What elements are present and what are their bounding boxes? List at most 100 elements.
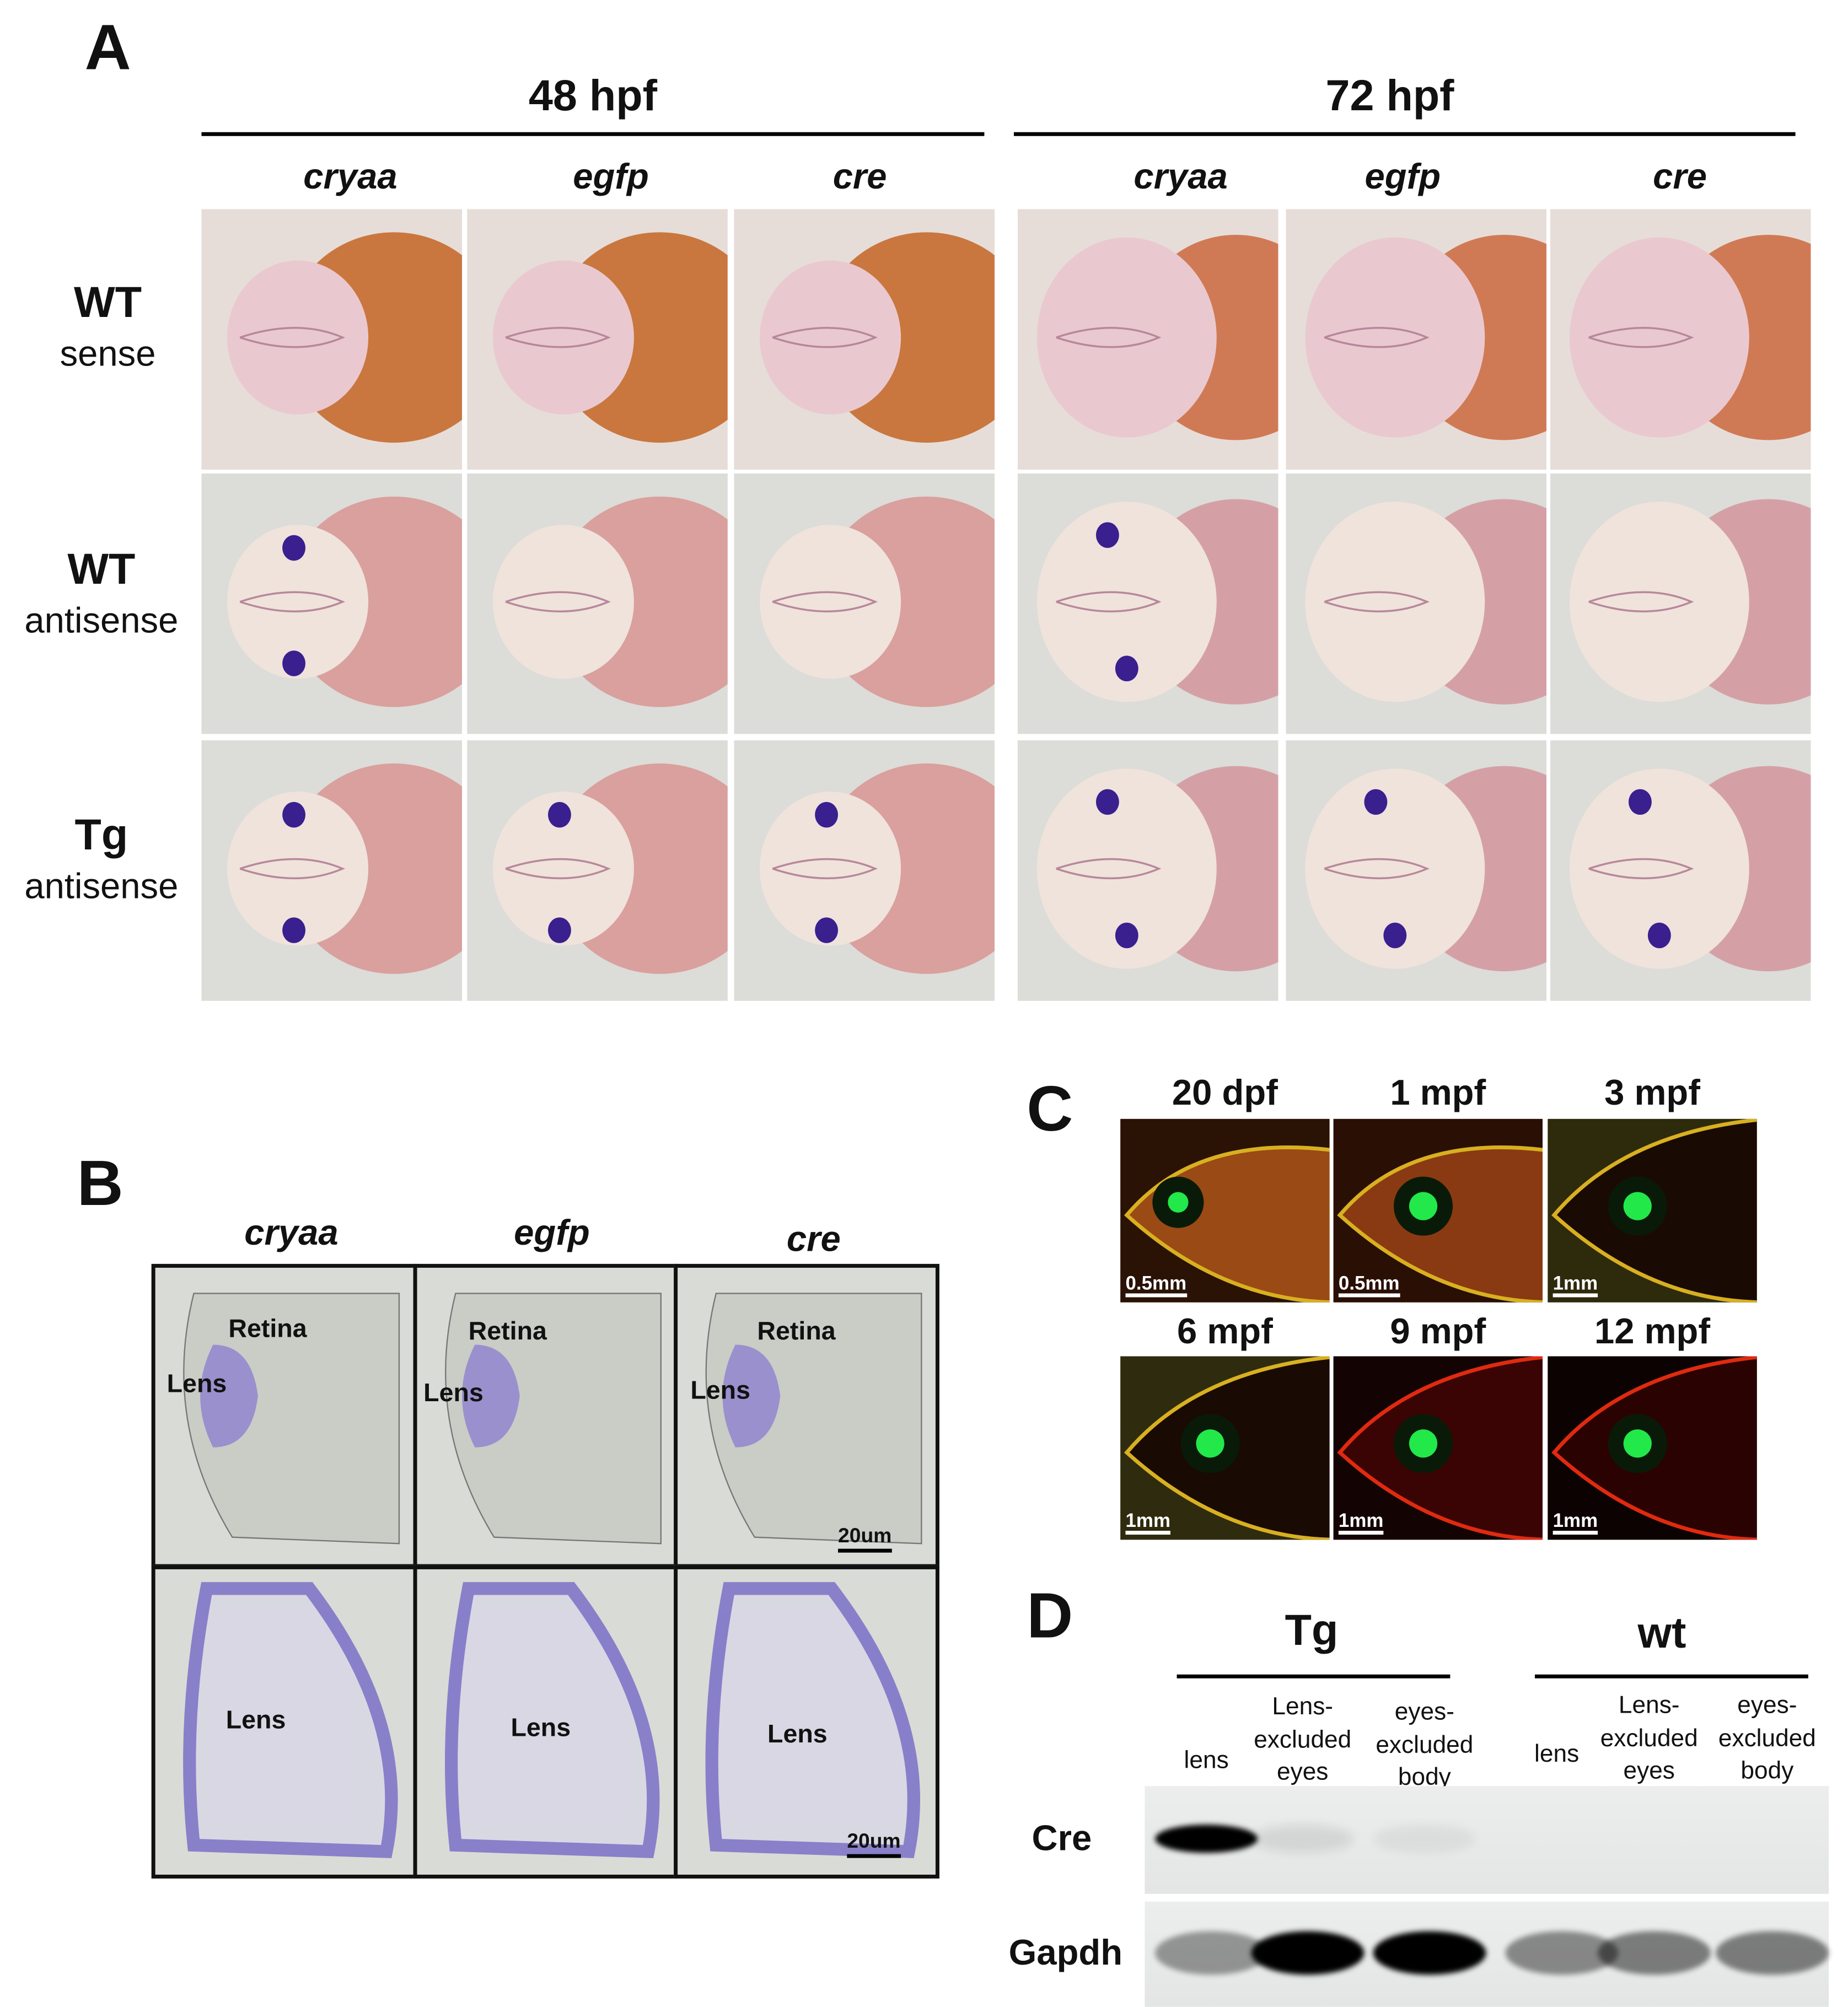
lane-label-line: excluded: [1376, 1731, 1474, 1759]
head: [1569, 502, 1749, 702]
lens-stain: [722, 1344, 781, 1448]
head: [760, 792, 901, 946]
embryo-image: [734, 209, 995, 470]
section-drawing: [183, 1293, 400, 1545]
head: [492, 792, 634, 946]
embryo-drawing: [760, 763, 995, 974]
gfp-lens: [1409, 1429, 1438, 1458]
blot-band: [1598, 1931, 1711, 1975]
head: [227, 792, 369, 946]
lens-stain: [444, 1582, 660, 1858]
head: [1036, 237, 1217, 438]
lens-stain: [705, 1582, 920, 1858]
embryo-image: [734, 473, 995, 734]
row-label-wt-sense: WT sense: [60, 276, 156, 375]
retina-label: Retina: [468, 1317, 547, 1346]
lens-stain-top: [282, 535, 306, 561]
lens-stain-top: [1628, 789, 1652, 815]
lane-label: Lens-excluded eyes: [1254, 1691, 1351, 1790]
head: [1569, 237, 1749, 438]
lane-label-line: eyes-: [1394, 1699, 1454, 1726]
brain-outline: [1056, 327, 1162, 348]
lens-stain-bottom: [282, 917, 306, 943]
stage-label: 3 mpf: [1604, 1073, 1700, 1113]
embryo-image: [1286, 473, 1546, 734]
lens-stain-bottom: [547, 917, 571, 943]
gene-label: cre: [832, 156, 887, 197]
divider-wt: [1535, 1674, 1808, 1678]
row-probe: antisense: [24, 865, 179, 906]
embryo-drawing: [227, 232, 463, 443]
fluorescence-image: 1mm: [1333, 1356, 1543, 1540]
embryo-drawing: [1569, 235, 1811, 440]
blot-strip: [1145, 1786, 1829, 1894]
embryo-image: [467, 740, 728, 1001]
lane-label-line: lens: [1534, 1741, 1580, 1768]
gene-label: egfp: [573, 156, 649, 197]
panel-b-label: B: [77, 1147, 123, 1219]
lens-label: Lens: [511, 1714, 571, 1743]
lane-label-line: eyes: [1276, 1760, 1329, 1787]
section-image: [674, 1263, 939, 1568]
fluorescence-image: 1mm: [1120, 1356, 1330, 1540]
embryo-drawing: [1569, 499, 1811, 704]
stage-label: 1 mpf: [1390, 1073, 1486, 1113]
lane-label: Lens-excluded eyes: [1600, 1690, 1698, 1789]
blot-band: [1251, 1931, 1364, 1975]
lens-stain: [462, 1344, 520, 1448]
embryo-image: [1286, 209, 1546, 470]
embryo-image: [1550, 209, 1811, 470]
embryo-drawing: [1305, 235, 1546, 440]
lens-stain-top: [1364, 789, 1388, 815]
fish-drawing: [1124, 1145, 1330, 1303]
gfp-lens: [1623, 1192, 1652, 1220]
brain-outline: [1588, 591, 1694, 612]
embryo-drawing: [227, 763, 463, 974]
lane-label-line: body: [1740, 1758, 1794, 1785]
lane-label: lens: [1184, 1745, 1229, 1778]
head: [492, 525, 634, 679]
head: [1305, 502, 1485, 702]
row-genotype: WT: [73, 278, 142, 327]
group-tg: Tg: [1285, 1606, 1339, 1655]
lens-stain: [200, 1344, 258, 1448]
scale-bar: 0.5mm: [1125, 1274, 1187, 1298]
row-label-tg-antisense: Tg antisense: [24, 809, 178, 908]
embryo-drawing: [227, 496, 463, 707]
gfp-lens: [1168, 1192, 1189, 1213]
lane-label-line: eyes: [1623, 1758, 1675, 1785]
gfp-lens: [1623, 1429, 1652, 1458]
lens-label: Lens: [767, 1720, 828, 1749]
fish-drawing: [1337, 1145, 1543, 1303]
row-probe: sense: [60, 333, 156, 373]
head: [1036, 768, 1217, 969]
lens-label: Lens: [225, 1706, 286, 1735]
section-drawing: [445, 1293, 662, 1545]
brain-outline: [505, 858, 611, 880]
lane-label: lens: [1534, 1739, 1579, 1772]
fluorescence-image: 0.5mm: [1333, 1118, 1543, 1303]
brain-outline: [1324, 591, 1430, 612]
stage-48hpf: 48 hpf: [528, 72, 657, 121]
brain-outline: [772, 591, 878, 612]
gene-label: egfp: [1364, 156, 1441, 197]
gene-label: cryaa: [1133, 156, 1228, 197]
section-image: [413, 1263, 679, 1568]
panel-d-label: D: [1027, 1579, 1073, 1651]
section-image: [151, 1565, 417, 1879]
retina-label: Retina: [757, 1317, 836, 1346]
brain-outline: [239, 858, 345, 880]
embryo-drawing: [1305, 499, 1546, 704]
embryo-image: [1017, 740, 1278, 1001]
lane-label-line: lens: [1184, 1747, 1229, 1775]
brain-outline: [772, 858, 878, 880]
section-drawing: [444, 1582, 660, 1858]
lane-label: eyes-excluded body: [1718, 1690, 1816, 1789]
lane-label-line: Lens-: [1618, 1692, 1680, 1720]
scale-bar: 0.5mm: [1338, 1274, 1400, 1298]
lens-stain-top: [547, 801, 571, 828]
fluorescence-image: 1mm: [1548, 1118, 1757, 1303]
scale-bar: 20um: [847, 1832, 901, 1858]
gene-label: cre: [786, 1219, 841, 1259]
